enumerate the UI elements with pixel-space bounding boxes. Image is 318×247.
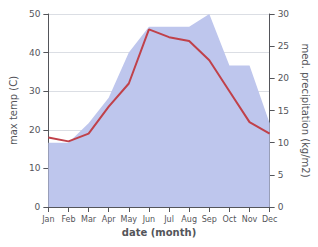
svg-text:50: 50 [29, 9, 41, 19]
svg-text:Jun: Jun [142, 215, 156, 224]
svg-text:Oct: Oct [222, 215, 236, 224]
svg-text:25: 25 [278, 41, 289, 51]
svg-text:Sep: Sep [202, 215, 217, 224]
svg-text:0: 0 [35, 202, 41, 212]
svg-text:5: 5 [278, 170, 284, 180]
svg-text:30: 30 [278, 9, 290, 19]
svg-text:Aug: Aug [181, 215, 197, 224]
svg-text:Apr: Apr [102, 215, 117, 224]
svg-text:30: 30 [29, 86, 41, 96]
svg-text:0: 0 [278, 202, 284, 212]
svg-text:Mar: Mar [81, 215, 97, 224]
svg-text:Feb: Feb [61, 215, 75, 224]
svg-text:15: 15 [278, 106, 289, 116]
svg-text:Dec: Dec [262, 215, 277, 224]
svg-text:med. precipitation (kg/m2): med. precipitation (kg/m2) [300, 43, 311, 177]
svg-text:May: May [121, 215, 138, 224]
svg-text:20: 20 [29, 125, 41, 135]
svg-text:40: 40 [29, 48, 41, 58]
svg-text:max temp (C): max temp (C) [8, 76, 19, 145]
svg-text:10: 10 [278, 138, 290, 148]
svg-text:20: 20 [278, 73, 290, 83]
svg-text:Jul: Jul [163, 215, 174, 224]
svg-text:date (month): date (month) [122, 227, 196, 238]
svg-text:10: 10 [29, 163, 41, 173]
svg-text:Nov: Nov [242, 215, 258, 224]
svg-text:Jan: Jan [41, 215, 54, 224]
